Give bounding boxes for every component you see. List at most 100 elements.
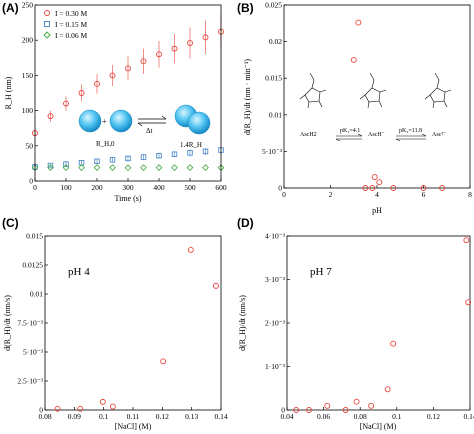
panel-d-xtick-label: 0.12	[427, 412, 440, 421]
series-006-point	[124, 164, 132, 171]
panel-d-ytick-label: 4·10⁻³	[265, 232, 286, 241]
panel-c-point	[54, 405, 61, 412]
series-015-point	[125, 155, 131, 162]
series-006-point	[186, 164, 194, 171]
panel-b-point	[390, 185, 397, 191]
panel-b-point	[369, 185, 376, 191]
panel-c-point	[77, 405, 84, 412]
inset-sphere-right	[109, 109, 133, 133]
panel-c-ytick-label: 5·10⁻³	[23, 348, 44, 357]
panel-c-marks: 0.08 0.09 0.1 0.11 0.12 0.13 0.14 0 2.5·10⁻³ 5·10…	[17, 232, 227, 422]
panel-c-point	[109, 403, 116, 410]
panel-b-point	[362, 185, 369, 191]
series-030-point	[202, 34, 209, 41]
legend-label-030: I = 0.30 M	[55, 9, 87, 18]
series-030-point	[125, 65, 131, 72]
panel-d-marks: 0.04 0.06 0.08 0.1 0.12 0.14 0 1·10⁻³ 2·10⁻³ 3·10…	[265, 232, 474, 422]
panel-a-legend: I = 0.30 M I = 0.15 M I = 0.06 M	[43, 9, 87, 40]
panel-c-xtick-label: 0.11	[127, 412, 140, 421]
series-015-point	[187, 150, 193, 156]
series-030-point	[156, 51, 162, 58]
inset-label-start: R_H,0	[96, 140, 115, 148]
inset-arrowhead-back	[137, 122, 143, 127]
panel-b-frame	[283, 4, 471, 189]
series-006-point	[140, 164, 147, 171]
panel-b-xtick-label: 6	[422, 190, 426, 199]
panel-b-point	[350, 56, 357, 63]
series-006-point	[47, 164, 54, 171]
legend-marker-015	[44, 21, 50, 27]
series-015-point	[156, 152, 162, 159]
series-030-point	[187, 40, 193, 46]
panel-d-point	[384, 386, 391, 393]
series-030-point	[63, 100, 69, 107]
panel-b-xlabel: pH	[372, 206, 382, 215]
panel-a-xtick-label: 0	[33, 183, 37, 192]
panel-c-point	[160, 358, 167, 365]
panel-a-ytick-label: 250	[22, 1, 34, 10]
panel-d-point	[293, 407, 300, 413]
inset-plus-sign: +	[102, 117, 107, 126]
panel-d-point	[465, 299, 472, 306]
panel-b-ytick-label: 0.015	[265, 74, 282, 83]
panel-a-xtick-label: 100	[60, 183, 72, 192]
panel-b-point	[355, 19, 362, 26]
legend-marker-006	[43, 31, 51, 39]
panel-a-letter: (A)	[2, 1, 19, 15]
series-015-point	[202, 148, 209, 155]
series-006-point	[109, 164, 116, 171]
panel-b-point	[439, 185, 446, 191]
series-006-point	[93, 164, 101, 171]
species-label-asch2: AscH2	[300, 132, 317, 138]
panel-a-ytick-label: 0	[29, 177, 33, 186]
panel-d-xlabel: [NaCl] (M)	[360, 422, 397, 431]
panel-d-point	[463, 237, 470, 244]
structure-asc2-minus	[424, 72, 452, 109]
panel-c-letter: (C)	[2, 216, 19, 230]
panel-b-xtick-label: 4	[375, 190, 379, 199]
series-015-point	[140, 154, 147, 160]
panel-c-xtick-label: 0.13	[185, 412, 198, 421]
inset-dt-label: Δt	[146, 127, 153, 135]
panel-d-xtick-label: 0.14	[463, 412, 474, 421]
series-030-point	[171, 45, 178, 52]
panel-b-point	[371, 174, 378, 180]
panel-d-xtick-label: 0.1	[392, 412, 402, 421]
panel-d-frame	[286, 235, 471, 411]
panel-c-point	[213, 282, 219, 289]
series-006-point	[202, 164, 209, 171]
panel-b-xtick-label: 2	[329, 190, 333, 199]
panel-d-letter: (D)	[237, 216, 254, 230]
panel-c-ytick-label: 7.5·10⁻³	[17, 319, 43, 328]
series-006-point	[62, 164, 70, 171]
inset-label-end: 1.4R_H	[180, 141, 202, 149]
panel-a-ytick-label: 200	[22, 36, 34, 45]
panel-c-xtick-label: 0.09	[68, 412, 81, 421]
series-030-point	[47, 113, 54, 120]
panel-c-ytick-label: 0.01	[30, 290, 43, 299]
panel-d-point	[390, 340, 397, 347]
inset-sphere-left	[78, 109, 102, 133]
series-015-point	[171, 151, 178, 157]
series-015-point	[94, 158, 100, 164]
panel-a-xtick-label: 200	[91, 183, 103, 192]
panel-b-point	[376, 179, 383, 186]
structure-asch2	[299, 72, 327, 109]
panel-a-frame	[34, 4, 222, 182]
series-030-point	[109, 72, 116, 79]
panel-a-marks: 0 100 200 300 400 500 600 0 50 100 150 200 250	[22, 1, 227, 193]
panel-d-point	[353, 398, 360, 405]
panel-d-point	[368, 402, 375, 409]
panel-a-ylabel: R_H (nm)	[4, 76, 13, 109]
panel-d-xtick-label: 0.06	[317, 412, 330, 421]
panel-a-ytick-label: 150	[22, 71, 34, 80]
pk1-label: pK₁=4.1	[340, 128, 360, 134]
pk2-label: pK₂=11.8	[399, 128, 422, 134]
panel-c-ylabel: d(R_H)/dt (nm/s)	[3, 295, 12, 351]
panel-d-point	[306, 407, 312, 413]
species-label-asch-minus: AscH⁻	[368, 132, 385, 138]
legend-label-006: I = 0.06 M	[55, 31, 87, 40]
panel-c-ytick-label: 0.015	[26, 232, 43, 241]
panel-b-marks: 0 2 4 6 8 0 5·10⁻³ 0.01 0.015 0.02 0.025	[262, 1, 472, 200]
panel-c-xtick-label: 0.14	[214, 412, 227, 421]
